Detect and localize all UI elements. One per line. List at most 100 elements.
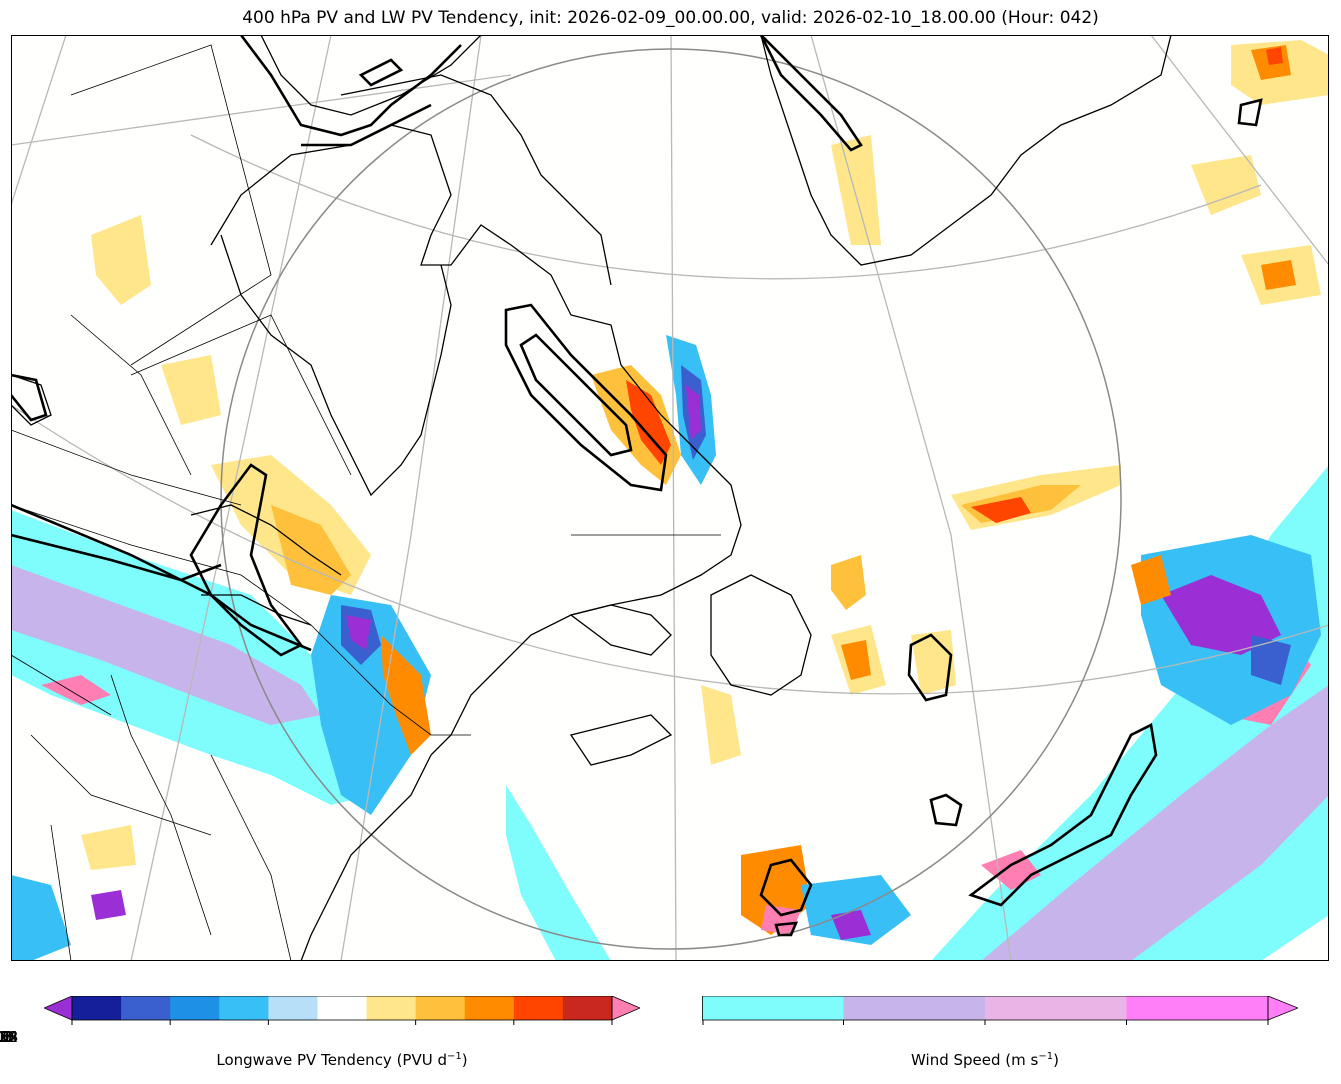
pv-tendency-color-bin xyxy=(562,996,613,1020)
meridian-7 xyxy=(11,35,67,206)
pv-contour-atl-blob xyxy=(907,633,953,702)
pv-contour-north-2 xyxy=(301,103,432,147)
pv-tendency-color-bin xyxy=(170,996,220,1020)
pv-tendency-tick-label: −1.2 xyxy=(0,1028,19,1046)
parallel-north xyxy=(190,134,1262,280)
political-borders xyxy=(11,44,721,961)
pvt-labrador-red xyxy=(626,380,671,465)
pv-tendency-tick-label: −0.4 xyxy=(0,1028,19,1046)
coast-nw-islands xyxy=(11,374,52,426)
domain-circle xyxy=(220,48,1122,950)
pvt-sw-purple xyxy=(91,890,126,920)
wind-speed-extend-max xyxy=(1267,996,1298,1021)
wind-speed-colorbar-ticks xyxy=(702,1020,1269,1025)
coast-nova-scotia xyxy=(569,714,673,766)
pv-tendency-colorbar-ticks xyxy=(71,1020,613,1025)
pv-tendency-colorbar xyxy=(44,996,640,1025)
border-provinces-2 xyxy=(70,314,192,476)
pvt-east-orange-2 xyxy=(1261,260,1296,290)
border-states-5 xyxy=(11,654,112,716)
pvt-labrador-purple xyxy=(686,385,701,440)
jet-south-cyan xyxy=(506,785,611,961)
pv-tendency-tick-label: −0.8 xyxy=(0,1028,19,1046)
pv-tendency-label-exp: −1 xyxy=(447,1051,462,1062)
pv-contour-ne-corner xyxy=(1237,98,1263,127)
coast-ellesmere xyxy=(260,35,482,116)
border-us-canada xyxy=(11,504,471,736)
wind-speed-label-exp: −1 xyxy=(1038,1051,1054,1062)
wind-speed-color-bin xyxy=(1126,996,1269,1020)
pvt-greenland-east-yellow xyxy=(1191,155,1261,215)
meridian-4 xyxy=(670,35,677,961)
meridian-1 xyxy=(11,74,512,146)
wind-speed-tick-label: 55 xyxy=(0,1028,10,1046)
pv-contour-jet-west-2 xyxy=(11,533,222,582)
pvt-ne-orange xyxy=(381,635,431,755)
coast-baffin xyxy=(340,74,612,286)
pvt-greenland-yellow xyxy=(831,135,881,245)
coast-hudson-bay xyxy=(220,234,452,497)
pv-tendency-label-tail: ) xyxy=(461,1051,468,1069)
pv-tendency-colorbar-segments xyxy=(44,996,640,1021)
coast-greenland xyxy=(760,35,1172,266)
coast-newfoundland xyxy=(710,574,812,696)
pvt-atl-red xyxy=(971,497,1031,523)
pvt-nw-yellow xyxy=(91,215,151,305)
pv-tendency-color-bin xyxy=(121,996,171,1020)
pv-contour-labrador-inner xyxy=(519,333,633,457)
wind-speed-color-bin xyxy=(985,996,1127,1020)
pvt-nw-yellow-2 xyxy=(161,355,221,425)
pv-tendency-tick-label: 0.6 xyxy=(0,1028,12,1046)
border-nw-box xyxy=(70,44,272,366)
wind-speed-tick-label: 85 xyxy=(0,1028,10,1046)
border-provinces-3 xyxy=(130,314,352,476)
coast-greatlakes-2 xyxy=(201,594,312,626)
border-states-2 xyxy=(110,674,212,936)
pvt-east-orange xyxy=(1131,555,1171,605)
pv-tendency-color-bin xyxy=(513,996,564,1020)
pv-contour-se-2 xyxy=(774,921,799,937)
pvt-sw-blue xyxy=(11,875,71,961)
wind-speed-color-bin xyxy=(702,996,844,1020)
pvt-sw-yellow xyxy=(81,825,136,870)
pvt-ne-corner-red xyxy=(1266,47,1283,65)
pvt-east-navy xyxy=(1251,635,1291,685)
pv-contour-north-1 xyxy=(239,35,462,137)
pvt-south-yellow xyxy=(701,685,741,765)
map-title: 400 hPa PV and LW PV Tendency, init: 202… xyxy=(242,8,1099,28)
pv-tendency-color-bin xyxy=(317,996,368,1020)
wind-speed-tick-label: 100 xyxy=(0,1028,15,1046)
pv-tendency-color-bin xyxy=(464,996,515,1020)
pv-contour-north-3 xyxy=(358,58,404,87)
jet-west-lavender xyxy=(11,565,321,725)
border-states-4 xyxy=(50,824,72,961)
wind-speed-tick-label: 40 xyxy=(0,1028,10,1046)
pv-contour-nw-island xyxy=(11,373,48,422)
graticule xyxy=(11,35,1329,961)
pv-tendency-field xyxy=(11,40,1329,961)
pv-tendency-colorbar-label: Longwave PV Tendency (PVU d−1) xyxy=(216,1051,467,1069)
pv-tendency-extend-max xyxy=(611,996,640,1021)
map-frame xyxy=(11,35,1329,961)
meridian-2 xyxy=(130,35,332,961)
pv-tendency-color-bin xyxy=(366,996,417,1020)
coast-east-us xyxy=(300,754,432,961)
pv-tendency-color-bin xyxy=(415,996,466,1020)
pv-tendency-label-main: Longwave PV Tendency (PVU d xyxy=(216,1051,448,1069)
pvt-se-purple-1 xyxy=(831,910,871,940)
pv-tendency-color-bin xyxy=(268,996,318,1020)
pvt-glakes-orange xyxy=(271,505,351,595)
wind-speed-label-tail: ) xyxy=(1053,1051,1059,1069)
pvt-southeast-yellow-1 xyxy=(831,555,866,610)
pv-contours xyxy=(11,35,1263,937)
wind-speed-tick-label: 70 xyxy=(0,1028,10,1046)
pvt-ne-purple xyxy=(346,615,371,650)
coast-hudson-labrador xyxy=(210,124,742,756)
meridian-6 xyxy=(1150,35,1329,266)
pv-tendency-extend-min xyxy=(44,996,73,1021)
wind-speed-color-bin xyxy=(843,996,986,1020)
wind-speed-colorbar xyxy=(702,996,1298,1025)
border-states-1 xyxy=(30,734,212,836)
meridian-3 xyxy=(340,35,482,961)
pvt-ne-blue xyxy=(311,595,431,815)
